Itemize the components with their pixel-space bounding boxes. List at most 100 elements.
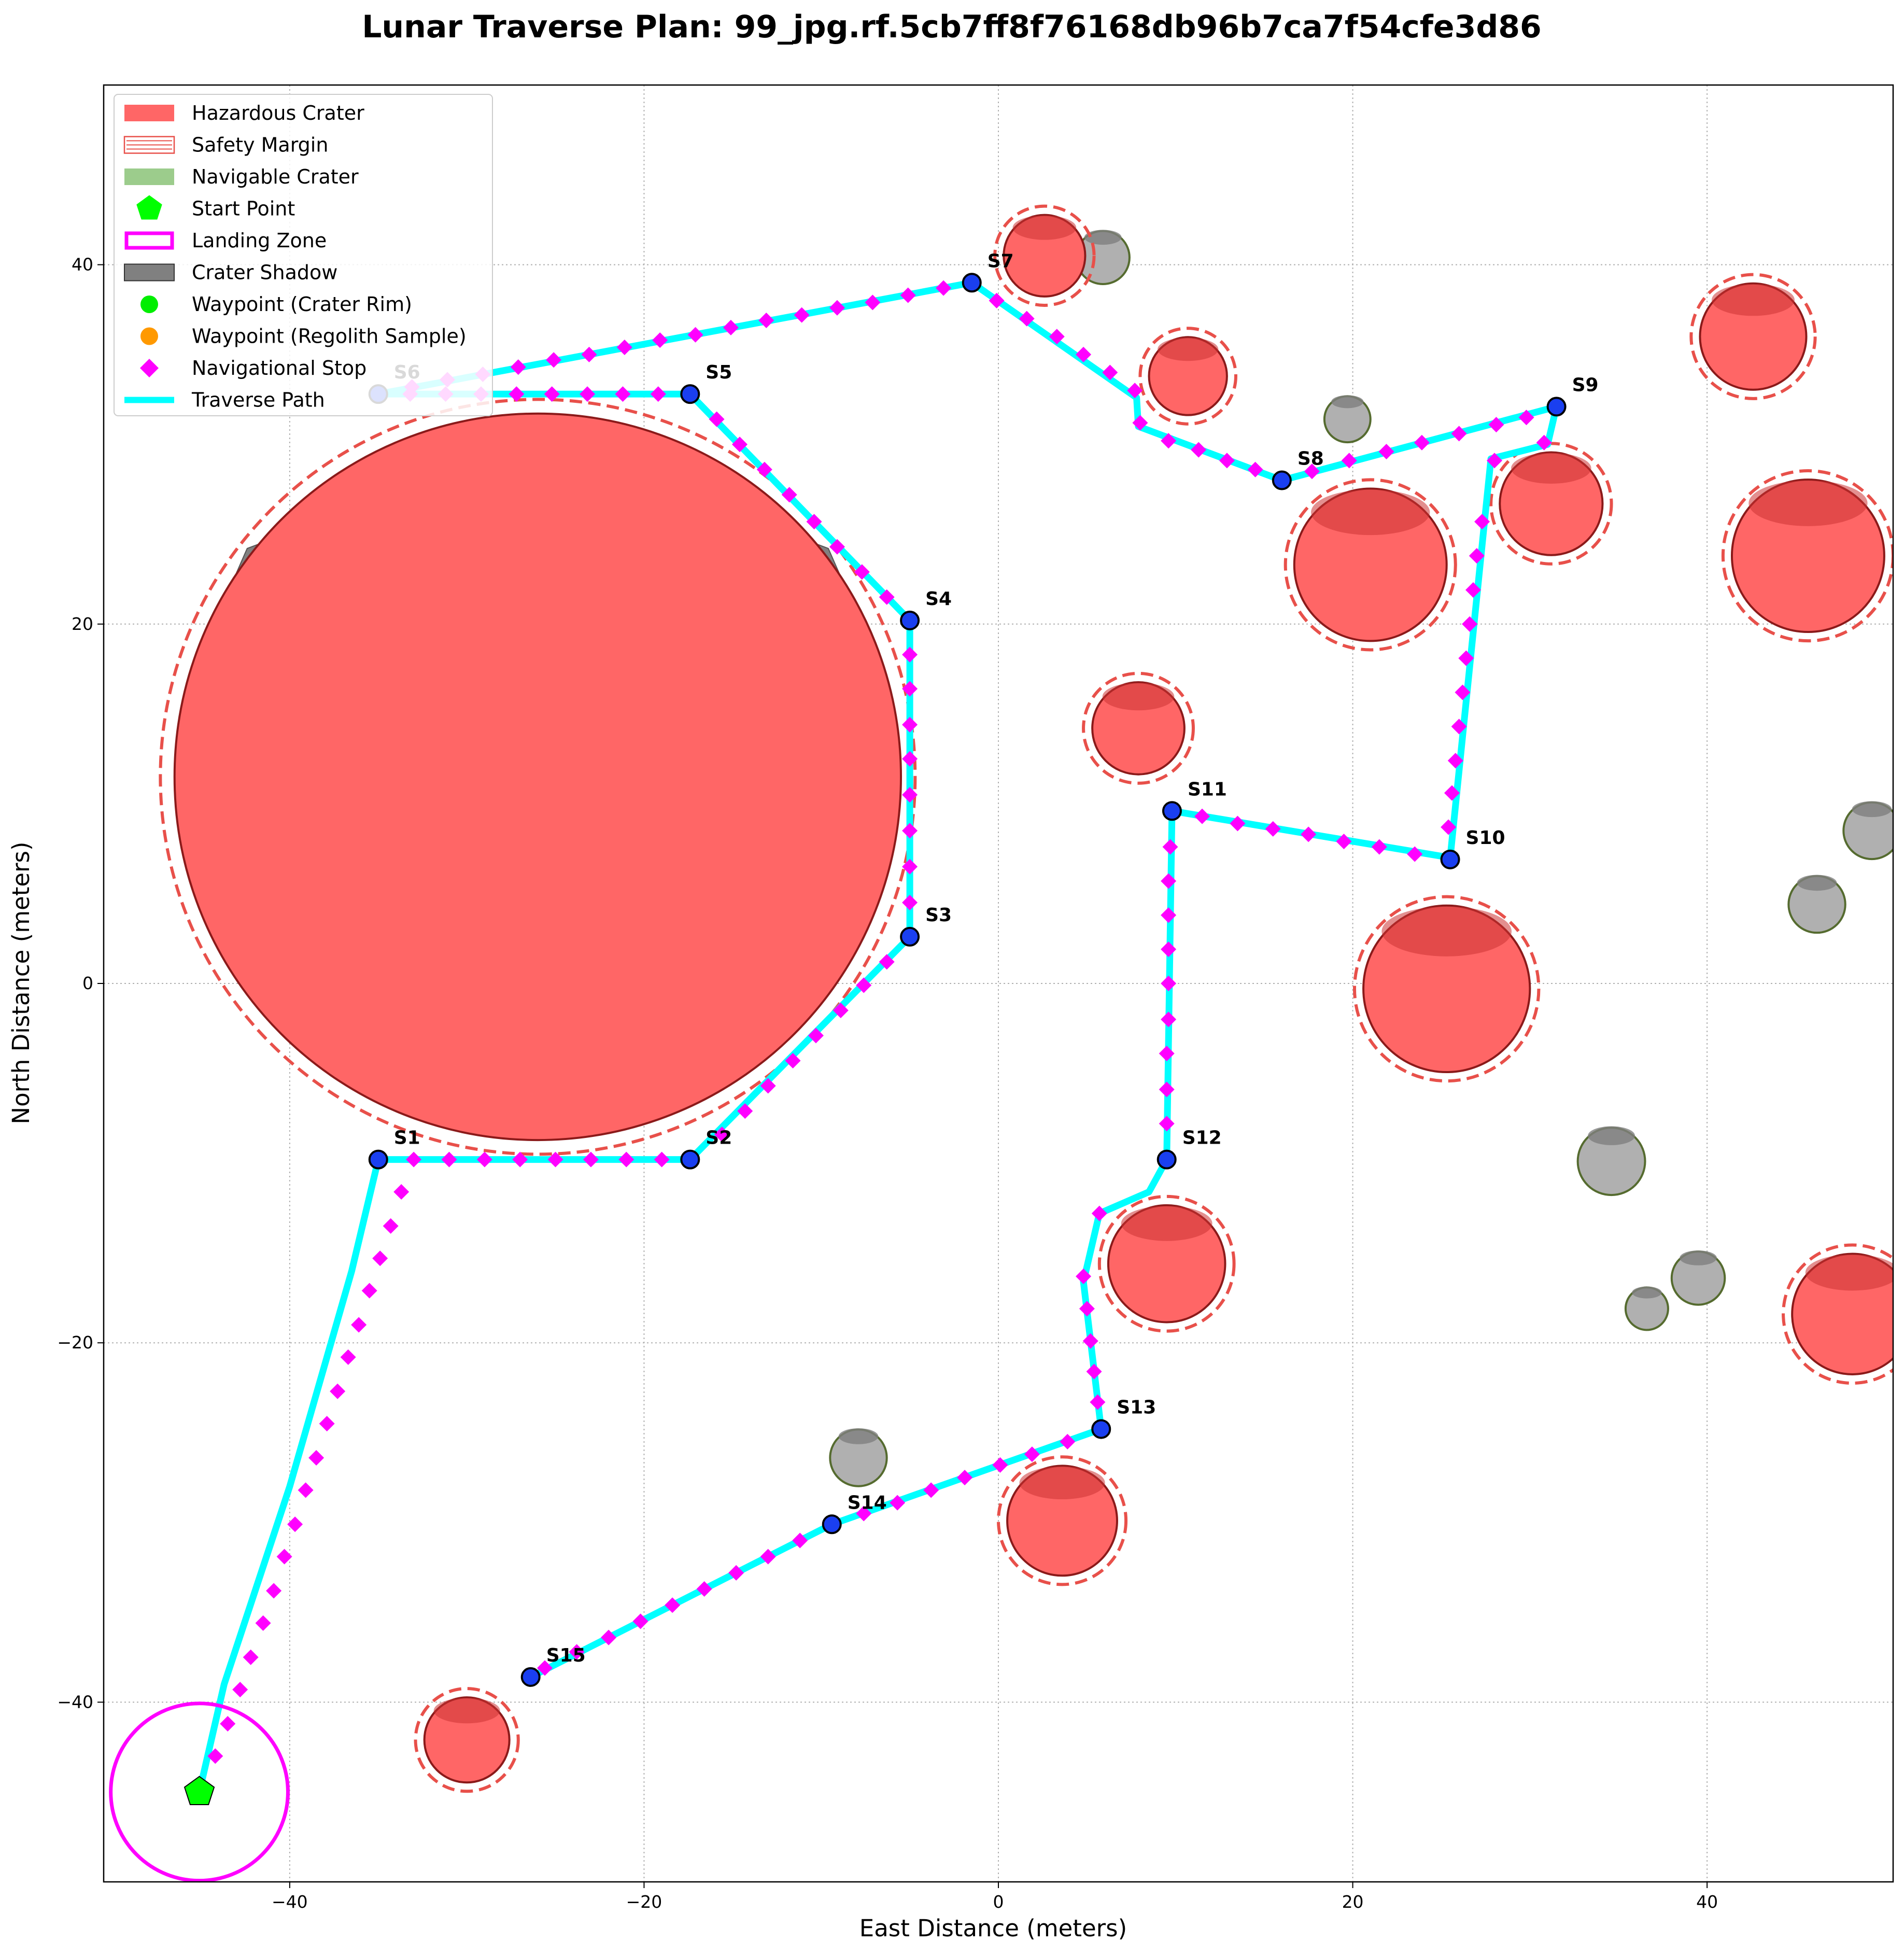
y-tick-label: 40	[72, 255, 93, 275]
y-tick-label: −40	[57, 1692, 93, 1712]
legend-label: Traverse Path	[191, 389, 325, 412]
safety-margin	[1352, 895, 1541, 1083]
navigational-stop	[856, 1505, 872, 1522]
stop-label: S14	[848, 1492, 887, 1513]
navigational-stop	[406, 1151, 422, 1167]
navigational-stop	[1159, 1116, 1175, 1132]
crater-shadow	[1311, 489, 1430, 536]
navigational-stop	[936, 280, 952, 296]
crater-shadow	[1805, 1254, 1893, 1291]
navigational-stop	[618, 1151, 634, 1167]
safety-margin	[1138, 327, 1237, 426]
navigational-stop	[865, 294, 881, 311]
navigational-stop	[1090, 1394, 1106, 1410]
navigational-stop	[890, 1495, 906, 1511]
y-tick-label: 20	[72, 614, 93, 634]
navigational-stop	[1301, 826, 1317, 842]
navigational-stop	[1161, 433, 1177, 449]
navigational-stop	[854, 564, 870, 580]
navigational-stop	[1102, 364, 1118, 381]
navigational-stop	[723, 319, 739, 335]
legend-label: Start Point	[192, 198, 295, 220]
navigational-stop	[537, 1660, 553, 1676]
navigational-stop	[902, 646, 918, 663]
navigational-stop	[1076, 1268, 1092, 1284]
legend-landing-swatch	[124, 231, 174, 250]
legend-margin-swatch	[123, 136, 175, 154]
navigational-stop	[902, 787, 918, 803]
crater-shadow	[1121, 1206, 1212, 1241]
navigational-stop	[760, 1078, 776, 1094]
navigational-stop	[902, 895, 918, 911]
legend-navstop-marker	[140, 359, 159, 377]
crater-shadow	[1797, 875, 1837, 891]
x-tick-label: −40	[272, 1892, 308, 1912]
navigational-stop	[1444, 785, 1460, 801]
crater-shadow	[1748, 480, 1868, 526]
navigational-stop	[709, 411, 725, 427]
navigational-stop	[1019, 311, 1035, 327]
stop-marker	[368, 1149, 388, 1170]
crater-shadow	[1019, 1466, 1105, 1500]
crater-shadow	[1680, 1250, 1717, 1265]
navigational-stop	[615, 386, 631, 402]
navigational-stop	[1079, 1301, 1095, 1317]
stop-marker	[1546, 397, 1567, 417]
stop-label: S2	[706, 1128, 732, 1149]
stop-marker	[680, 1149, 700, 1170]
navigational-stop	[361, 1283, 377, 1299]
legend-label: Navigational Stop	[192, 357, 366, 379]
navigational-stop	[714, 1127, 730, 1143]
legend-shadow-swatch	[124, 263, 175, 282]
navigational-stop	[781, 487, 797, 503]
navigational-stop	[1474, 514, 1490, 530]
safety-margin	[993, 204, 1096, 307]
navigational-stop	[1486, 453, 1502, 469]
navigational-stop	[1336, 834, 1352, 850]
crater-shadow	[1102, 682, 1175, 711]
legend-navigable-swatch	[124, 168, 174, 185]
stop-marker	[1156, 1149, 1177, 1170]
navigational-stop	[1159, 1046, 1175, 1062]
navigational-stop	[833, 1002, 849, 1018]
navigational-stop	[1378, 444, 1394, 460]
navigational-stop	[760, 1549, 776, 1565]
navigational-stop	[220, 1715, 236, 1732]
navigational-stop	[758, 313, 774, 329]
legend-regolith-marker	[140, 327, 158, 345]
safety-margin	[1689, 273, 1817, 400]
navigational-stop	[1161, 907, 1177, 923]
traverse-path	[196, 279, 1560, 1796]
x-tick-label: 0	[993, 1892, 1004, 1912]
navigational-stop	[829, 539, 845, 555]
navigational-stop	[1162, 839, 1178, 855]
navigational-stop	[232, 1682, 248, 1698]
crater-shadow	[1852, 801, 1892, 818]
navigational-stop	[1219, 453, 1235, 469]
navigational-stop	[1049, 329, 1065, 345]
navigational-stop	[319, 1416, 335, 1432]
navigational-stop	[569, 1644, 585, 1660]
navigational-stop	[1076, 346, 1092, 362]
crater-shadow	[1084, 230, 1122, 245]
navigational-stop	[1451, 719, 1467, 735]
navigational-stop	[1024, 1446, 1040, 1462]
navigational-stop	[665, 1597, 681, 1613]
navigational-stop	[1447, 753, 1463, 769]
chart-title: Lunar Traverse Plan: 99_jpg.rf.5cb7ff8f7…	[362, 9, 1542, 45]
stop-marker	[900, 610, 920, 630]
navigational-stop	[1086, 1363, 1102, 1380]
crater-shadow	[1012, 215, 1077, 240]
crater-shadow	[1381, 906, 1512, 956]
navigational-stop	[340, 1349, 356, 1365]
navigational-stop	[1194, 808, 1210, 824]
navigational-stop	[902, 716, 918, 733]
stop-label: S1	[394, 1128, 420, 1149]
stop-marker	[1272, 470, 1292, 490]
legend-label: Hazardous Crater	[192, 102, 364, 124]
navigational-stop	[1462, 616, 1478, 632]
navigational-stop	[1469, 548, 1485, 564]
navigational-stop	[243, 1649, 259, 1665]
navigational-stop	[298, 1482, 314, 1498]
plot-area	[159, 204, 1893, 1793]
